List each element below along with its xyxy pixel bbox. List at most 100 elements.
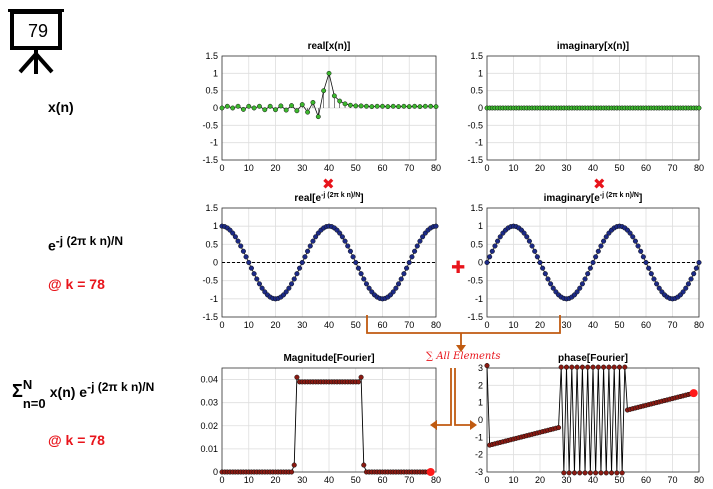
x-tick-label: 60 — [641, 320, 651, 330]
data-point — [590, 259, 596, 266]
x-tick-label: 30 — [297, 475, 307, 485]
data-point — [422, 103, 428, 109]
data-point — [497, 234, 503, 240]
data-point — [246, 259, 252, 266]
y-tick-label: -0.5 — [467, 276, 483, 286]
data-point — [251, 271, 257, 277]
data-point — [688, 276, 694, 282]
data-point — [656, 285, 662, 291]
data-point — [390, 103, 396, 109]
data-point — [606, 364, 612, 370]
data-point — [585, 364, 591, 370]
data-point — [646, 265, 652, 271]
data-point — [680, 289, 686, 295]
x-tick-label: 50 — [351, 163, 361, 173]
data-point — [537, 259, 543, 266]
data-point — [363, 281, 369, 287]
y-tick-label: -3 — [475, 467, 483, 477]
data-point — [358, 374, 364, 380]
data-point — [574, 289, 580, 295]
data-point — [577, 470, 583, 476]
data-point — [355, 265, 361, 271]
x-tick-label: 30 — [561, 475, 571, 485]
data-point — [417, 238, 423, 244]
data-point — [643, 259, 649, 266]
sum-exponent: -j (2π k n)/N — [87, 380, 155, 394]
data-point — [683, 285, 689, 291]
kernel-label: e-j (2π k n)/N — [48, 234, 123, 254]
y-tick-label: 1.5 — [205, 51, 218, 61]
x-tick-label: 60 — [377, 475, 387, 485]
x-tick-label: 80 — [431, 320, 441, 330]
x-tick-label: 50 — [614, 320, 624, 330]
data-point — [563, 364, 570, 370]
y-tick-label: -1 — [475, 432, 483, 442]
data-point — [401, 103, 407, 109]
data-point — [305, 109, 311, 115]
data-point — [337, 230, 343, 236]
data-point — [297, 265, 303, 271]
chart-title-exponent: -j (2π k n)/N — [600, 192, 639, 199]
data-point — [380, 103, 385, 109]
data-point — [278, 103, 284, 109]
data-point — [630, 234, 636, 240]
y-tick-label: 0 — [478, 103, 483, 113]
y-tick-label: -1.5 — [202, 312, 218, 322]
data-point — [524, 234, 530, 240]
x-tick-label: 10 — [244, 163, 254, 173]
current-k-marker — [689, 389, 698, 398]
data-point — [390, 289, 396, 295]
data-point — [521, 230, 527, 236]
chart-real-kernel: real[e-j (2π k n)/N]0 10 20 30 40 50 60 70 80-1.… — [202, 192, 441, 330]
kernel-k-note: @ k = 78 — [48, 276, 105, 292]
data-point — [577, 285, 583, 291]
data-point — [331, 93, 337, 99]
kernel-base: e — [48, 237, 56, 254]
data-point — [361, 276, 367, 282]
data-point — [364, 103, 369, 109]
data-point — [337, 98, 343, 104]
data-point — [232, 234, 238, 240]
data-point — [484, 363, 490, 369]
x-tick-label: 10 — [508, 163, 518, 173]
data-point — [532, 248, 538, 254]
y-tick-label: -0.5 — [202, 120, 218, 130]
y-tick-label: 0.01 — [200, 444, 218, 454]
data-point — [609, 470, 615, 476]
data-point — [648, 271, 654, 277]
y-tick-label: 0.04 — [200, 375, 218, 385]
data-point — [393, 285, 399, 291]
y-tick-label: 0.03 — [200, 398, 218, 408]
data-point — [556, 425, 562, 431]
sum-term: x(n) e — [49, 384, 88, 400]
y-tick-label: 1 — [213, 221, 218, 231]
y-tick-label: -0.5 — [202, 276, 218, 286]
data-point — [273, 107, 278, 113]
y-tick-label: 0.5 — [470, 86, 483, 96]
chart-title-exponent: -j (2π k n)/N — [321, 192, 360, 199]
data-point — [353, 259, 359, 266]
data-point — [433, 223, 439, 229]
data-point — [598, 243, 604, 249]
x-tick-label: 30 — [297, 320, 307, 330]
data-point — [248, 265, 254, 271]
x-tick-label: 30 — [561, 320, 571, 330]
data-point — [369, 104, 375, 110]
x-tick-label: 30 — [561, 163, 571, 173]
data-point — [230, 105, 236, 111]
y-tick-label: 0.5 — [205, 239, 218, 249]
data-point — [256, 281, 262, 287]
y-tick-label: 0.02 — [200, 421, 218, 431]
data-point — [339, 234, 345, 240]
data-point — [305, 248, 311, 254]
y-tick-label: 0.5 — [205, 86, 218, 96]
data-point — [219, 105, 225, 111]
data-point — [603, 234, 609, 240]
data-point — [590, 364, 596, 370]
x-tick-label: 70 — [404, 163, 414, 173]
x-tick-label: 70 — [404, 475, 414, 485]
data-point — [289, 469, 295, 475]
data-point — [347, 248, 353, 254]
data-point — [542, 271, 548, 277]
